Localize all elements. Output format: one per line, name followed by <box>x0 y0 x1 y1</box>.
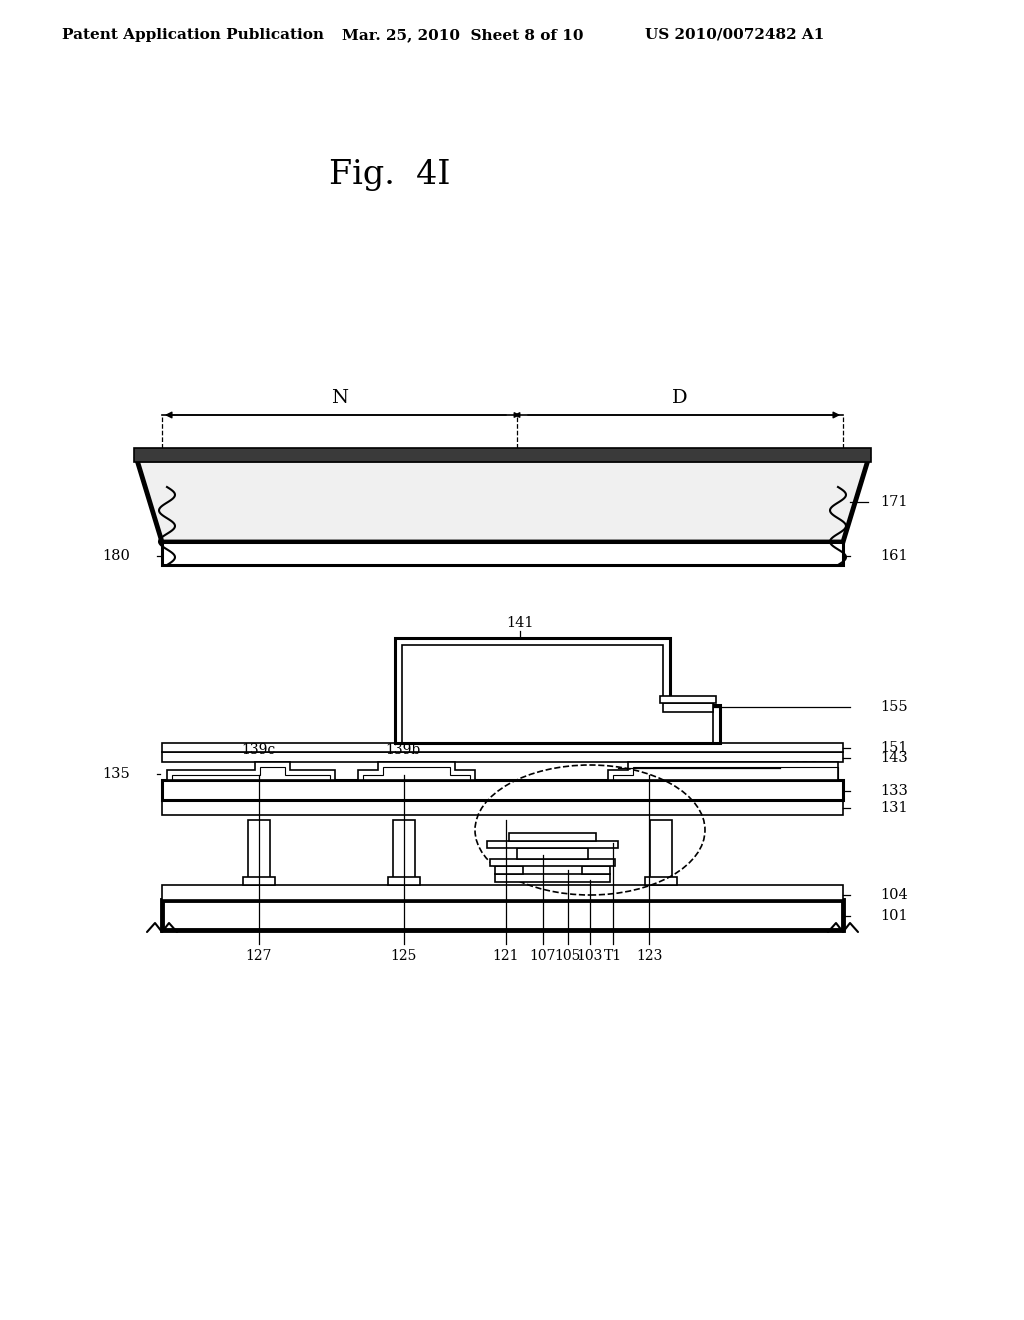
Bar <box>162 884 843 900</box>
Polygon shape <box>167 762 335 780</box>
Text: 171: 171 <box>880 495 907 510</box>
Bar <box>582 866 610 874</box>
Text: 139a: 139a <box>792 762 826 775</box>
Text: 104: 104 <box>880 888 907 902</box>
Text: Fig.  4I: Fig. 4I <box>330 158 451 191</box>
Text: D: D <box>672 389 688 407</box>
Bar <box>134 447 871 462</box>
Text: Patent Application Publication: Patent Application Publication <box>62 28 324 42</box>
Text: US 2010/0072482 A1: US 2010/0072482 A1 <box>645 28 824 42</box>
Bar <box>663 704 713 711</box>
Polygon shape <box>358 762 475 780</box>
Text: 133: 133 <box>880 784 908 799</box>
Text: T1: T1 <box>604 949 622 964</box>
Text: 125: 125 <box>391 949 417 964</box>
Bar <box>162 752 843 762</box>
Bar <box>393 820 415 880</box>
Polygon shape <box>608 762 838 780</box>
Text: 161: 161 <box>880 549 907 564</box>
Bar <box>495 866 523 874</box>
Text: 143: 143 <box>880 751 907 766</box>
Bar <box>495 874 610 882</box>
Polygon shape <box>395 638 720 743</box>
Bar <box>162 780 843 800</box>
Text: N: N <box>331 389 348 407</box>
Bar <box>162 543 843 565</box>
Text: Mar. 25, 2010  Sheet 8 of 10: Mar. 25, 2010 Sheet 8 of 10 <box>342 28 584 42</box>
Text: 135: 135 <box>102 767 130 781</box>
Bar <box>243 876 275 884</box>
Text: 123: 123 <box>636 949 663 964</box>
Text: 139b: 139b <box>385 743 421 756</box>
Bar <box>660 696 716 704</box>
Bar <box>517 847 588 859</box>
Bar <box>645 876 677 884</box>
Bar <box>650 820 672 880</box>
Text: 155: 155 <box>880 700 907 714</box>
Text: 127: 127 <box>246 949 272 964</box>
Bar <box>487 841 618 847</box>
Bar <box>162 800 843 814</box>
Text: 103: 103 <box>577 949 603 964</box>
Bar <box>490 859 615 866</box>
Text: 131: 131 <box>880 801 907 814</box>
Bar <box>388 876 420 884</box>
Text: 180: 180 <box>102 549 130 564</box>
Text: 105: 105 <box>555 949 582 964</box>
Text: 151: 151 <box>880 741 907 755</box>
Text: 121: 121 <box>493 949 519 964</box>
Bar <box>162 743 843 752</box>
Text: 107: 107 <box>529 949 556 964</box>
Bar <box>162 900 843 931</box>
Text: 139c: 139c <box>241 743 275 756</box>
Bar <box>509 833 596 841</box>
Text: 141: 141 <box>506 616 534 630</box>
Bar <box>248 820 270 880</box>
Text: 101: 101 <box>880 909 907 923</box>
Polygon shape <box>137 459 868 543</box>
